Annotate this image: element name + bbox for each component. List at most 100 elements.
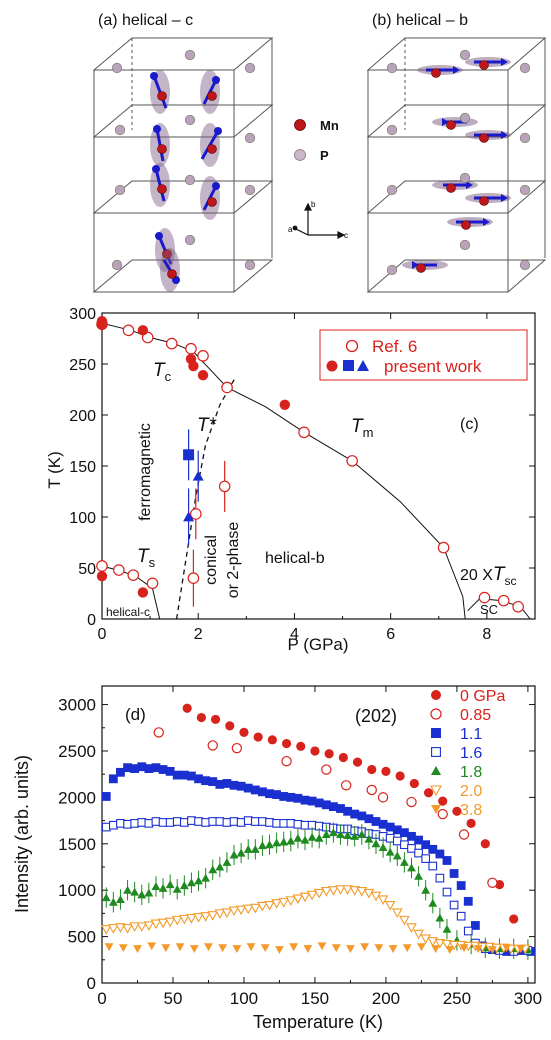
axis-a-label: a	[288, 225, 293, 234]
unit-cell-b	[366, 37, 547, 293]
data-point	[437, 541, 450, 554]
data-point	[215, 817, 225, 826]
data-point	[144, 764, 154, 774]
data-point	[116, 767, 125, 777]
legend-label: 0 GPa	[460, 688, 505, 705]
data-point	[258, 787, 267, 797]
data-point	[377, 792, 389, 803]
data-point	[306, 890, 318, 901]
data-point	[293, 793, 303, 803]
data-point	[428, 844, 438, 854]
tstar-label: T*	[197, 415, 217, 436]
legend-open-circle-icon	[345, 339, 359, 353]
helical-c-label: helical-c	[106, 605, 150, 619]
axes-triad	[292, 202, 346, 239]
spin-arrow-head	[153, 125, 161, 133]
y-tick-label: 1000	[58, 881, 96, 900]
x-tick-label: 8	[482, 626, 491, 643]
data-point	[208, 817, 218, 826]
data-point	[172, 884, 182, 893]
plot-d-ylabel: Intensity (arb. units)	[12, 755, 32, 913]
data-point	[314, 798, 324, 808]
data-point	[243, 844, 253, 853]
data-point	[127, 569, 140, 581]
data-point	[222, 818, 232, 827]
legend-present-work-label: present work	[384, 357, 482, 376]
data-point	[187, 771, 196, 781]
mn-atom	[167, 269, 177, 279]
mn-atom	[446, 183, 456, 193]
data-point	[151, 817, 161, 826]
mn-legend-label: Mn	[320, 118, 339, 133]
spin-arrow-head	[212, 182, 220, 190]
data-point	[399, 915, 410, 926]
data-point	[307, 832, 317, 841]
data-point	[350, 809, 360, 819]
data-point	[346, 945, 355, 954]
data-point	[421, 840, 431, 850]
data-point	[258, 817, 267, 826]
data-point	[352, 757, 363, 767]
data-point	[236, 818, 246, 827]
p-atom	[184, 49, 196, 61]
data-point	[392, 836, 402, 846]
data-point	[137, 325, 149, 336]
data-point	[367, 764, 377, 775]
data-point	[435, 913, 445, 922]
data-point	[435, 849, 445, 859]
data-point	[165, 880, 175, 889]
p-atom	[459, 112, 471, 124]
data-point	[442, 856, 452, 865]
p-atom	[111, 62, 123, 74]
data-point	[229, 780, 239, 790]
mn-atom	[446, 120, 456, 130]
data-point	[165, 337, 178, 350]
p-atom	[244, 259, 256, 271]
data-point	[286, 792, 296, 802]
data-point	[215, 862, 225, 871]
data-point	[253, 732, 263, 742]
data-point	[101, 893, 111, 902]
atom-legend: Mn P	[294, 118, 339, 163]
data-point	[414, 871, 423, 880]
mn-atom	[207, 144, 217, 154]
p-legend-label: P	[320, 148, 329, 163]
data-point	[480, 839, 490, 849]
data-point	[193, 913, 204, 923]
legend-filled-triangle-icon	[357, 360, 369, 371]
data-point	[431, 945, 441, 954]
data-point	[459, 944, 469, 953]
data-point	[201, 873, 211, 882]
data-point	[300, 835, 310, 844]
data-point	[371, 839, 381, 848]
data-point	[243, 816, 253, 825]
data-point	[129, 922, 140, 932]
data-point	[406, 796, 417, 808]
data-point	[321, 764, 332, 775]
p-atom	[386, 264, 398, 276]
mn-atom	[479, 60, 489, 70]
data-point	[281, 755, 292, 767]
data-point	[194, 817, 203, 826]
p-atom-icon	[294, 149, 306, 161]
data-point	[271, 899, 282, 909]
data-point	[292, 894, 304, 905]
data-point	[153, 727, 164, 738]
data-point	[435, 873, 445, 883]
mn-atom	[479, 196, 489, 206]
data-point	[512, 600, 524, 613]
data-point	[300, 795, 310, 805]
y-tick-label: 0	[87, 612, 96, 629]
data-point	[196, 712, 206, 723]
data-point	[172, 770, 182, 780]
data-point	[293, 819, 303, 829]
data-point	[158, 883, 168, 892]
data-point	[101, 792, 111, 801]
helical-b-label: helical-b	[265, 550, 325, 567]
data-point	[336, 830, 345, 839]
data-point	[267, 735, 277, 745]
data-point	[192, 470, 204, 481]
panel-c-label: (c)	[460, 416, 479, 433]
data-point	[96, 570, 108, 582]
data-point	[265, 818, 274, 827]
